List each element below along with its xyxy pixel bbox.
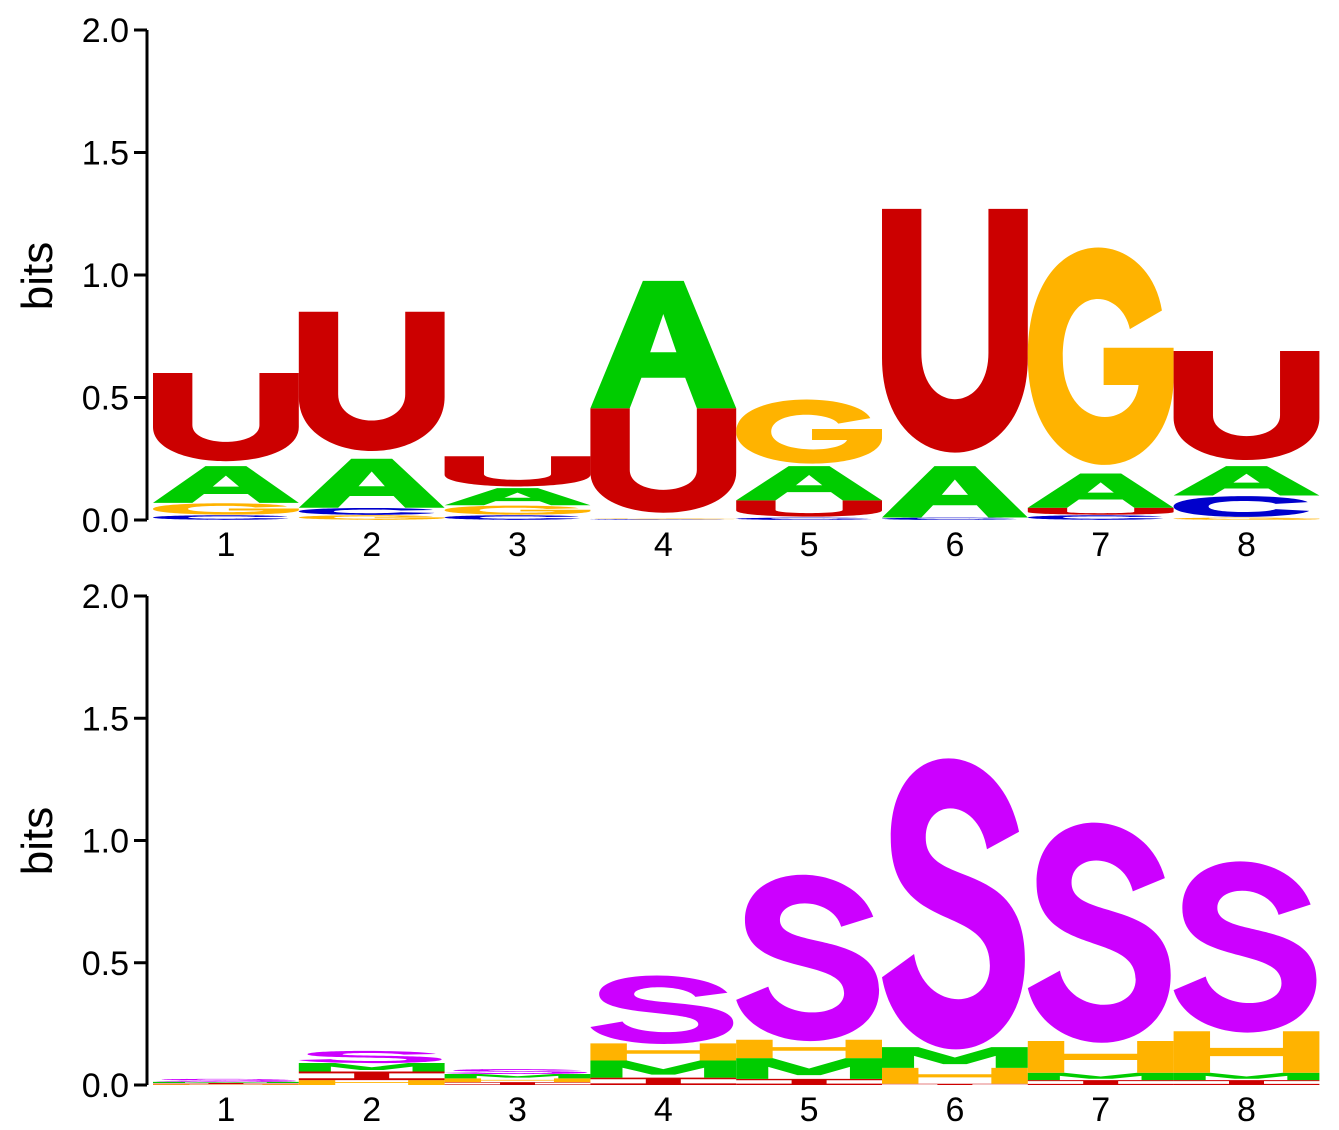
logo-letter-s <box>736 874 880 1042</box>
y-tick-label: 1.0 <box>82 257 129 295</box>
logo-letter-u <box>444 456 591 487</box>
y-tick-label: 2.0 <box>82 578 129 616</box>
logo-letter-m <box>1173 1072 1320 1081</box>
logo-letter-u <box>153 373 299 462</box>
logo-letter-c <box>444 515 581 520</box>
logo-letter-i <box>298 1071 445 1081</box>
logo-letter-h <box>1027 1040 1174 1073</box>
logo-letter-i <box>590 1077 737 1085</box>
position-label: 7 <box>1091 1091 1110 1129</box>
position-label: 2 <box>362 1091 381 1129</box>
logo-letter-g <box>1027 247 1174 465</box>
logo-letter-m <box>444 1073 591 1079</box>
logo-letter-m <box>153 1081 299 1084</box>
position-label: 6 <box>945 1091 964 1129</box>
logo-letter-a <box>444 488 591 506</box>
logo-letter-c <box>882 517 1018 520</box>
logo-letter-g <box>444 505 591 515</box>
y-tick-label: 0.5 <box>82 380 129 418</box>
position-label: 7 <box>1091 526 1110 564</box>
logo-letter-m <box>298 1062 445 1072</box>
y-tick-label: 1.0 <box>82 823 129 861</box>
logo-letter-s <box>590 975 734 1044</box>
position-label: 2 <box>362 526 381 564</box>
logo-letter-u <box>1173 350 1320 461</box>
logo-letter-m <box>590 1060 737 1078</box>
logo-letter-i <box>1027 1080 1174 1085</box>
position-label: 5 <box>800 1091 819 1129</box>
position-label: 4 <box>654 526 673 564</box>
logo-letter-i <box>444 1082 591 1085</box>
logo-letter-h <box>736 1039 882 1059</box>
logo-letter-u <box>1027 507 1174 515</box>
logo-letter-g <box>590 518 737 520</box>
y-tick-label: 1.5 <box>82 135 129 173</box>
position-label: 5 <box>800 526 819 564</box>
logo-letter-g <box>1173 517 1320 520</box>
logo-letter-s <box>1027 822 1171 1043</box>
logo-letter-m <box>1027 1072 1174 1081</box>
position-label: 8 <box>1237 1091 1256 1129</box>
logo-letter-s <box>444 1069 588 1075</box>
logo-panel-bottom: bits 0.0 0.5 1.0 1.5 2.0 1 2 3 4 5 6 7 8 <box>13 578 1320 1129</box>
y-tick-label: 0.0 <box>82 1067 129 1105</box>
logo-letter-a <box>1027 473 1174 508</box>
logo-letter-s <box>153 1078 296 1082</box>
logo-letter-g <box>736 399 882 464</box>
position-label: 6 <box>945 526 964 564</box>
logo-letter-a <box>882 466 1028 518</box>
logo-letter-u <box>736 500 882 517</box>
y-axis-label: bits <box>13 807 62 875</box>
logo-letter-c <box>1027 515 1164 520</box>
logo-letter-m <box>882 1047 1028 1068</box>
logo-letter-a <box>1173 466 1320 496</box>
y-axis-label: bits <box>13 242 62 310</box>
logo-letter-m <box>736 1058 882 1079</box>
y-tick-label: 0.5 <box>82 945 129 983</box>
logo-letter-u <box>298 311 445 452</box>
logo-letter-s <box>882 758 1025 1050</box>
position-label: 1 <box>216 1091 235 1129</box>
logo-panel-top: bits 0.0 0.5 1.0 1.5 2.0 1 2 3 4 5 6 7 8 <box>13 12 1320 564</box>
logo-letter-g <box>153 503 299 515</box>
logo-letter-a <box>298 458 445 508</box>
y-tick-label: 1.5 <box>82 700 129 738</box>
logo-letter-c <box>153 515 289 520</box>
logo-letter-i <box>153 1083 299 1085</box>
logo-letter-g <box>298 515 445 520</box>
logo-letter-s <box>1173 861 1317 1033</box>
y-tick-label: 0.0 <box>82 502 129 540</box>
logo-letter-c <box>590 519 726 520</box>
logo-letter-h <box>444 1078 591 1083</box>
logo-letter-h <box>298 1080 445 1085</box>
position-label: 8 <box>1237 526 1256 564</box>
logo-letter-h <box>1173 1031 1320 1073</box>
logo-letter-i <box>736 1078 882 1085</box>
logo-letter-a <box>590 280 737 409</box>
y-tick-label: 2.0 <box>82 12 129 50</box>
logo-letter-a <box>736 466 882 501</box>
position-label: 3 <box>508 526 527 564</box>
logo-letter-s <box>298 1050 442 1064</box>
logo-letter-c <box>736 517 872 520</box>
logo-letter-i <box>882 1083 1028 1085</box>
position-label: 3 <box>508 1091 527 1129</box>
position-label: 4 <box>654 1091 673 1129</box>
logo-letter-i <box>1173 1080 1320 1085</box>
logo-letter-h <box>153 1084 299 1085</box>
position-label: 1 <box>216 526 235 564</box>
logo-letter-u <box>882 208 1028 453</box>
logo-letter-h <box>590 1043 737 1061</box>
logo-letter-u <box>590 408 737 513</box>
logo-letter-c <box>298 507 435 515</box>
logo-letter-h <box>882 1067 1028 1084</box>
logo-letter-c <box>1173 496 1310 517</box>
logo-letter-a <box>153 466 299 503</box>
